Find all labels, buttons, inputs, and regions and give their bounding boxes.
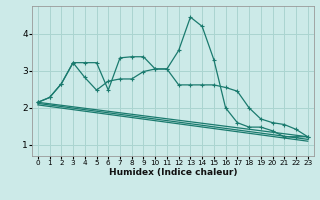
X-axis label: Humidex (Indice chaleur): Humidex (Indice chaleur): [108, 168, 237, 177]
